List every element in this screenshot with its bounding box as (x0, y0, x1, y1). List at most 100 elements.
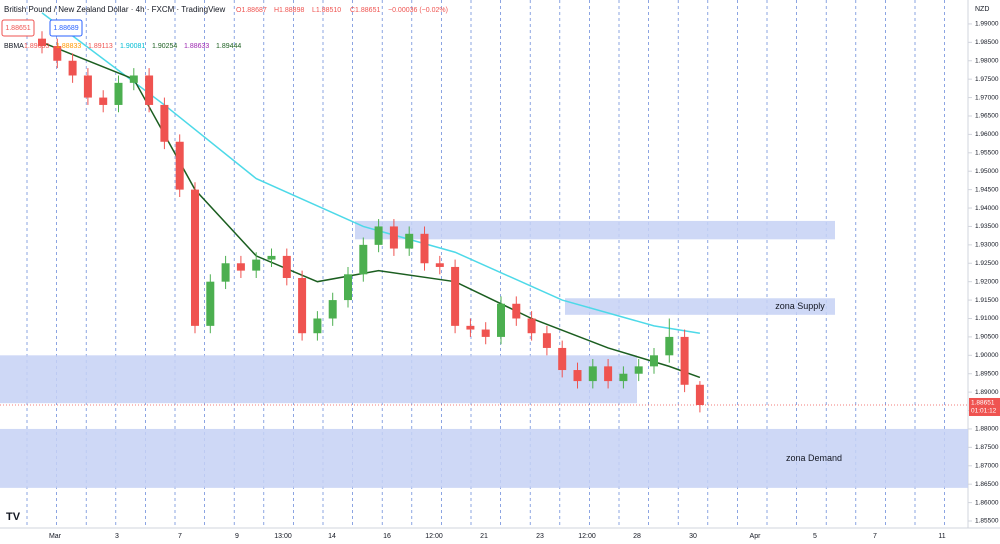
y-tick-label: 1.95000 (975, 168, 999, 175)
indicator-value: 1.89113 (88, 43, 113, 50)
y-tick-label: 1.95500 (975, 150, 999, 157)
zone-label: zona Demand (786, 453, 842, 463)
candle-body (298, 277, 307, 334)
x-tick-label: Mar (49, 533, 62, 540)
x-tick-label: 7 (178, 533, 182, 540)
candle-body (527, 318, 536, 334)
x-tick-label: 9 (235, 533, 239, 540)
candle-body (145, 75, 154, 105)
y-tick-label: 1.86500 (975, 481, 999, 488)
tv-logo: TV (6, 511, 21, 523)
ohlc-value: C1.88651 (350, 7, 380, 14)
x-tick-label: 12:00 (425, 533, 443, 540)
candle-body (604, 366, 613, 382)
candle-body (512, 303, 521, 319)
candle-body (83, 75, 92, 98)
sell-price[interactable]: 1.88651 (5, 25, 30, 32)
y-tick-label: 1.85500 (975, 518, 999, 525)
indicator-name: BBMA (4, 43, 24, 50)
y-tick-label: 1.98000 (975, 57, 999, 64)
candle-body (313, 318, 322, 334)
y-tick-label: 1.89000 (975, 389, 999, 396)
x-tick-label: 13:00 (274, 533, 292, 540)
indicator-value: 1.89444 (216, 43, 241, 50)
candle-body (634, 366, 643, 374)
candle-body (619, 373, 628, 382)
candle-body (252, 259, 261, 271)
x-tick-label: 14 (328, 533, 336, 540)
candle-body (588, 366, 597, 382)
y-tick-label: 1.93000 (975, 242, 999, 249)
y-tick-label: 1.96000 (975, 131, 999, 138)
x-tick-label: 7 (873, 533, 877, 540)
candle-body (267, 255, 276, 260)
x-tick-label: 3 (115, 533, 119, 540)
y-tick-label: 1.92500 (975, 260, 999, 267)
y-tick-label: 1.94000 (975, 205, 999, 212)
last-price-label: 1.88651 (971, 400, 995, 407)
sell-button[interactable] (1, 19, 35, 37)
y-tick-label: 1.93500 (975, 223, 999, 230)
candle-body (68, 60, 77, 76)
indicator-value: 1.90254 (152, 43, 177, 50)
y-tick-label: 1.99000 (975, 21, 999, 28)
y-tick-label: 1.89500 (975, 370, 999, 377)
y-tick-label: 1.91000 (975, 315, 999, 322)
x-tick-label: 28 (633, 533, 641, 540)
candle-body (236, 263, 245, 271)
candle-body (99, 97, 108, 105)
candle-body (573, 370, 582, 382)
candle-body (451, 266, 460, 326)
countdown: 01:01:12 (971, 408, 997, 415)
x-tick-label: Apr (750, 533, 762, 540)
moving-average (41, 12, 701, 334)
candle-body (38, 38, 46, 47)
candle-body (497, 303, 505, 337)
ohlc-value: O1.88687 (236, 7, 267, 14)
indicator-value: 1.89683 (24, 43, 49, 50)
y-tick-label: 1.90000 (975, 352, 999, 359)
y-tick-label: 1.87500 (975, 444, 999, 451)
candle-body (665, 336, 674, 356)
candle-body (160, 104, 169, 142)
zone-label: zona Supply (775, 301, 825, 311)
indicator-value: 1.88833 (56, 43, 81, 50)
zone (0, 355, 637, 404)
candle-body (405, 233, 414, 249)
x-tick-label: 21 (480, 533, 488, 540)
candle-body (680, 336, 689, 385)
price-axis-bg (968, 0, 1000, 544)
buy-button[interactable] (49, 19, 83, 37)
y-tick-label: 1.94500 (975, 186, 999, 193)
candle-body (221, 263, 230, 282)
moving-average (41, 41, 701, 379)
candle-body (344, 274, 352, 301)
x-tick-label: 30 (689, 533, 697, 540)
candle-body (466, 325, 475, 330)
candle-body (53, 46, 62, 61)
zone (355, 220, 835, 240)
ohlc-value: H1.88898 (274, 7, 304, 14)
x-tick-label: 16 (383, 533, 391, 540)
y-tick-label: 1.91500 (975, 297, 999, 304)
buy-price[interactable]: 1.88689 (53, 25, 78, 32)
candle-body (282, 255, 291, 278)
candle-body (435, 263, 444, 267)
zone (0, 428, 968, 488)
y-tick-label: 1.86000 (975, 499, 999, 506)
y-tick-label: 1.87000 (975, 462, 999, 469)
x-tick-label: 5 (813, 533, 817, 540)
zone (565, 298, 835, 315)
ohlc-value: L1.88510 (312, 7, 341, 14)
candle-body (359, 244, 368, 275)
y-tick-label: 1.88000 (975, 426, 999, 433)
candle-body (206, 281, 215, 326)
candle-body (695, 384, 704, 406)
candle-body (175, 141, 184, 190)
x-tick-label: 11 (938, 533, 945, 540)
candle-body (114, 82, 123, 105)
candle-body (650, 355, 658, 367)
y-tick-label: 1.92000 (975, 278, 999, 285)
candle-body (374, 226, 383, 245)
